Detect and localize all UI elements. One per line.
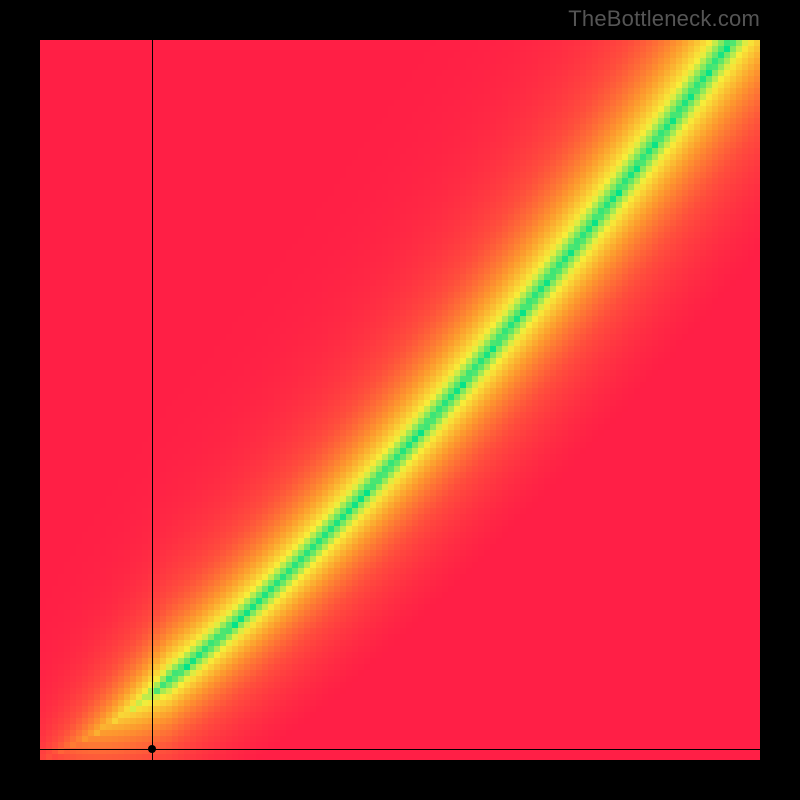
bottleneck-heatmap xyxy=(40,40,760,760)
marker-dot xyxy=(148,745,156,753)
figure-root: TheBottleneck.com xyxy=(0,0,800,800)
plot-area xyxy=(40,40,760,760)
watermark-label: TheBottleneck.com xyxy=(568,6,760,32)
crosshair-vertical xyxy=(152,40,153,760)
